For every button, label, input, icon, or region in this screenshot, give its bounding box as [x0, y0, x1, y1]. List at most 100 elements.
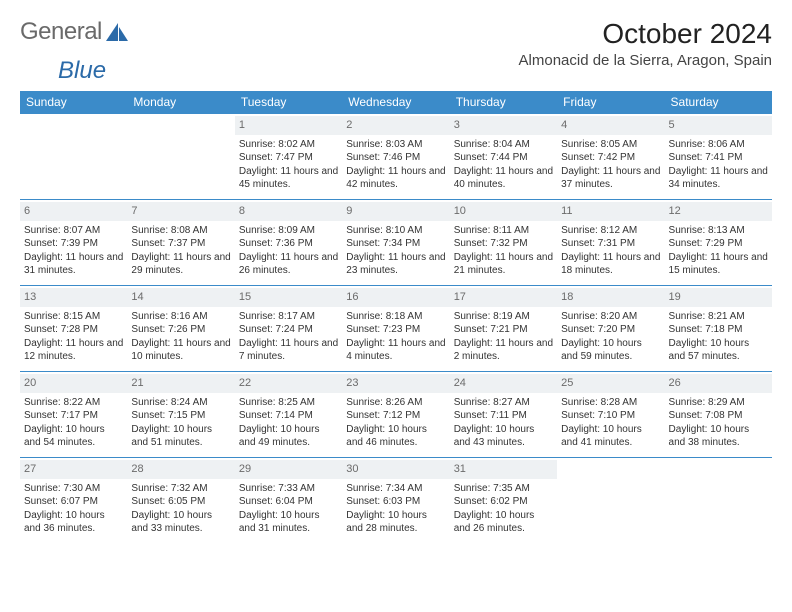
day-cell: 9Sunrise: 8:10 AMSunset: 7:34 PMDaylight…	[342, 200, 449, 282]
day-number: 28	[127, 460, 234, 479]
day-cell: 7Sunrise: 8:08 AMSunset: 7:37 PMDaylight…	[127, 200, 234, 282]
day-number: 21	[127, 374, 234, 393]
calendar-cell: 17Sunrise: 8:19 AMSunset: 7:21 PMDayligh…	[450, 286, 557, 372]
sunrise-line: Sunrise: 8:22 AM	[24, 396, 123, 410]
day-number: 19	[665, 288, 772, 307]
weekday-header: Friday	[557, 91, 664, 114]
day-number: 30	[342, 460, 449, 479]
daylight-line: Daylight: 10 hours and 26 minutes.	[454, 509, 553, 536]
day-number: 12	[665, 202, 772, 221]
sunrise-line: Sunrise: 8:02 AM	[239, 138, 338, 152]
calendar-cell	[127, 114, 234, 200]
sunset-line: Sunset: 7:15 PM	[131, 409, 230, 423]
calendar-row: 1Sunrise: 8:02 AMSunset: 7:47 PMDaylight…	[20, 114, 772, 200]
sunset-line: Sunset: 7:14 PM	[239, 409, 338, 423]
daylight-line: Daylight: 10 hours and 49 minutes.	[239, 423, 338, 450]
calendar-cell	[20, 114, 127, 200]
day-cell: 14Sunrise: 8:16 AMSunset: 7:26 PMDayligh…	[127, 286, 234, 368]
sunrise-line: Sunrise: 8:25 AM	[239, 396, 338, 410]
daylight-line: Daylight: 10 hours and 41 minutes.	[561, 423, 660, 450]
calendar-cell: 15Sunrise: 8:17 AMSunset: 7:24 PMDayligh…	[235, 286, 342, 372]
sunrise-line: Sunrise: 8:09 AM	[239, 224, 338, 238]
day-number: 2	[342, 116, 449, 135]
day-cell: 8Sunrise: 8:09 AMSunset: 7:36 PMDaylight…	[235, 200, 342, 282]
calendar-cell	[557, 458, 664, 544]
daylight-line: Daylight: 11 hours and 15 minutes.	[669, 251, 768, 278]
day-cell: 20Sunrise: 8:22 AMSunset: 7:17 PMDayligh…	[20, 372, 127, 454]
calendar-cell: 30Sunrise: 7:34 AMSunset: 6:03 PMDayligh…	[342, 458, 449, 544]
sunset-line: Sunset: 7:39 PM	[24, 237, 123, 251]
daylight-line: Daylight: 11 hours and 23 minutes.	[346, 251, 445, 278]
calendar-cell: 16Sunrise: 8:18 AMSunset: 7:23 PMDayligh…	[342, 286, 449, 372]
day-number: 1	[235, 116, 342, 135]
location: Almonacid de la Sierra, Aragon, Spain	[519, 52, 772, 69]
calendar-row: 6Sunrise: 8:07 AMSunset: 7:39 PMDaylight…	[20, 200, 772, 286]
calendar-cell: 25Sunrise: 8:28 AMSunset: 7:10 PMDayligh…	[557, 372, 664, 458]
day-cell: 6Sunrise: 8:07 AMSunset: 7:39 PMDaylight…	[20, 200, 127, 282]
day-cell: 1Sunrise: 8:02 AMSunset: 7:47 PMDaylight…	[235, 114, 342, 196]
day-number: 20	[20, 374, 127, 393]
calendar-cell: 4Sunrise: 8:05 AMSunset: 7:42 PMDaylight…	[557, 114, 664, 200]
daylight-line: Daylight: 11 hours and 34 minutes.	[669, 165, 768, 192]
calendar-cell: 3Sunrise: 8:04 AMSunset: 7:44 PMDaylight…	[450, 114, 557, 200]
day-cell: 15Sunrise: 8:17 AMSunset: 7:24 PMDayligh…	[235, 286, 342, 368]
day-number: 17	[450, 288, 557, 307]
daylight-line: Daylight: 10 hours and 31 minutes.	[239, 509, 338, 536]
calendar-cell: 9Sunrise: 8:10 AMSunset: 7:34 PMDaylight…	[342, 200, 449, 286]
day-cell: 25Sunrise: 8:28 AMSunset: 7:10 PMDayligh…	[557, 372, 664, 454]
day-number: 23	[342, 374, 449, 393]
daylight-line: Daylight: 10 hours and 43 minutes.	[454, 423, 553, 450]
daylight-line: Daylight: 10 hours and 57 minutes.	[669, 337, 768, 364]
sunrise-line: Sunrise: 8:17 AM	[239, 310, 338, 324]
sunset-line: Sunset: 7:21 PM	[454, 323, 553, 337]
weekday-header: Thursday	[450, 91, 557, 114]
sunrise-line: Sunrise: 8:18 AM	[346, 310, 445, 324]
calendar-cell: 12Sunrise: 8:13 AMSunset: 7:29 PMDayligh…	[665, 200, 772, 286]
day-cell: 13Sunrise: 8:15 AMSunset: 7:28 PMDayligh…	[20, 286, 127, 368]
sunrise-line: Sunrise: 8:26 AM	[346, 396, 445, 410]
day-number: 11	[557, 202, 664, 221]
sunset-line: Sunset: 7:28 PM	[24, 323, 123, 337]
day-cell: 4Sunrise: 8:05 AMSunset: 7:42 PMDaylight…	[557, 114, 664, 196]
sunrise-line: Sunrise: 8:10 AM	[346, 224, 445, 238]
day-cell: 22Sunrise: 8:25 AMSunset: 7:14 PMDayligh…	[235, 372, 342, 454]
calendar-cell: 10Sunrise: 8:11 AMSunset: 7:32 PMDayligh…	[450, 200, 557, 286]
sunset-line: Sunset: 7:23 PM	[346, 323, 445, 337]
daylight-line: Daylight: 11 hours and 12 minutes.	[24, 337, 123, 364]
calendar-cell: 21Sunrise: 8:24 AMSunset: 7:15 PMDayligh…	[127, 372, 234, 458]
sunrise-line: Sunrise: 8:12 AM	[561, 224, 660, 238]
day-number: 18	[557, 288, 664, 307]
day-number: 6	[20, 202, 127, 221]
month-title: October 2024	[519, 18, 772, 50]
sunset-line: Sunset: 7:17 PM	[24, 409, 123, 423]
day-number: 7	[127, 202, 234, 221]
calendar-row: 20 Sunrise: 8:22 AMSunset: 7:17 PM Dayligh…	[20, 372, 772, 458]
day-number: 26	[665, 374, 772, 393]
day-cell: 2Sunrise: 8:03 AMSunset: 7:46 PMDaylight…	[342, 114, 449, 196]
daylight-line: Daylight: 11 hours and 2 minutes.	[454, 337, 553, 364]
day-number: 15	[235, 288, 342, 307]
calendar-cell: 24Sunrise: 8:27 AMSunset: 7:11 PMDayligh…	[450, 372, 557, 458]
calendar-cell: 31Sunrise: 7:35 AMSunset: 6:02 PMDayligh…	[450, 458, 557, 544]
daylight-line: Daylight: 11 hours and 10 minutes.	[131, 337, 230, 364]
day-number: 16	[342, 288, 449, 307]
day-cell: 12Sunrise: 8:13 AMSunset: 7:29 PMDayligh…	[665, 200, 772, 282]
calendar-cell: 11Sunrise: 8:12 AMSunset: 7:31 PMDayligh…	[557, 200, 664, 286]
day-cell: 27Sunrise: 7:30 AMSunset: 6:07 PMDayligh…	[20, 458, 127, 540]
sail-icon	[104, 21, 130, 43]
sunset-line: Sunset: 7:29 PM	[669, 237, 768, 251]
sunrise-line: Sunrise: 7:33 AM	[239, 482, 338, 496]
sunrise-line: Sunrise: 8:06 AM	[669, 138, 768, 152]
day-cell: 16Sunrise: 8:18 AMSunset: 7:23 PMDayligh…	[342, 286, 449, 368]
daylight-line: Daylight: 11 hours and 7 minutes.	[239, 337, 338, 364]
sunrise-line: Sunrise: 8:29 AM	[669, 396, 768, 410]
calendar-cell: 22Sunrise: 8:25 AMSunset: 7:14 PMDayligh…	[235, 372, 342, 458]
calendar-cell: 13Sunrise: 8:15 AMSunset: 7:28 PMDayligh…	[20, 286, 127, 372]
sunset-line: Sunset: 7:12 PM	[346, 409, 445, 423]
sunset-line: Sunset: 7:46 PM	[346, 151, 445, 165]
day-number: 25	[557, 374, 664, 393]
sunrise-line: Sunrise: 8:03 AM	[346, 138, 445, 152]
calendar-cell: 28Sunrise: 7:32 AMSunset: 6:05 PMDayligh…	[127, 458, 234, 544]
calendar-table: SundayMondayTuesdayWednesdayThursdayFrid…	[20, 91, 772, 544]
sunrise-line: Sunrise: 8:27 AM	[454, 396, 553, 410]
